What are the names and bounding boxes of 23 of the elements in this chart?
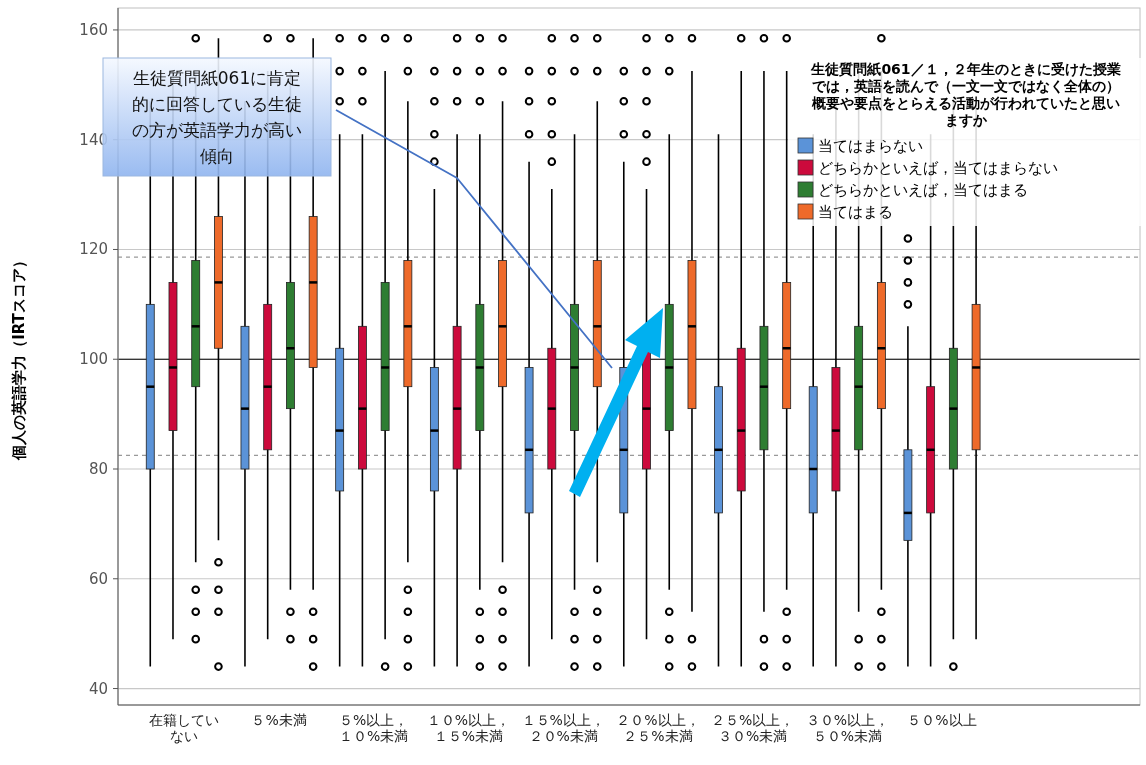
x-tick-label: １０%以上，１５%未満: [426, 712, 511, 744]
legend-label: どちらかといえば，当てはまらない: [818, 159, 1058, 177]
legend-title: 生徒質問紙061／１，２年生のときに受けた授業では，英語を読んで（一文一文ではなく全体の）概要や要点をとらえる活動が行われていたと思いますか: [810, 61, 1121, 128]
y-tick-label: 60: [88, 569, 108, 588]
y-tick-label: 120: [79, 240, 108, 259]
x-tick-label: ５%未満: [251, 712, 307, 728]
x-tick-label: ３０%以上，５０%未満: [805, 712, 889, 744]
x-tick-label: ２０%以上，２５%未満: [616, 712, 700, 744]
y-tick-label: 80: [88, 460, 108, 479]
annotation: 生徒質問紙061に肯定的に回答している生徒の方が英語学力が高い傾向: [132, 68, 302, 166]
legend-label: 当てはまる: [818, 203, 893, 221]
y-tick-label: 40: [88, 679, 108, 698]
x-tick-label: 在籍していない: [149, 712, 220, 744]
x-tick-label: ２５%以上，３０%未満: [710, 712, 795, 744]
y-tick-label: 140: [79, 130, 108, 149]
legend-label: どちらかといえば，当てはまる: [818, 181, 1028, 199]
x-tick-label: ５%以上，１０%未満: [339, 712, 409, 744]
y-axis-title: 個人の英語学力（IRTスコア）: [10, 253, 28, 461]
x-tick-label: ５０%以上: [907, 712, 977, 728]
x-tick-label: １５%以上，２０%未満: [521, 712, 605, 744]
legend-label: 当てはまらない: [818, 137, 923, 155]
y-tick-label: 100: [79, 350, 108, 369]
y-tick-label: 160: [79, 20, 108, 39]
